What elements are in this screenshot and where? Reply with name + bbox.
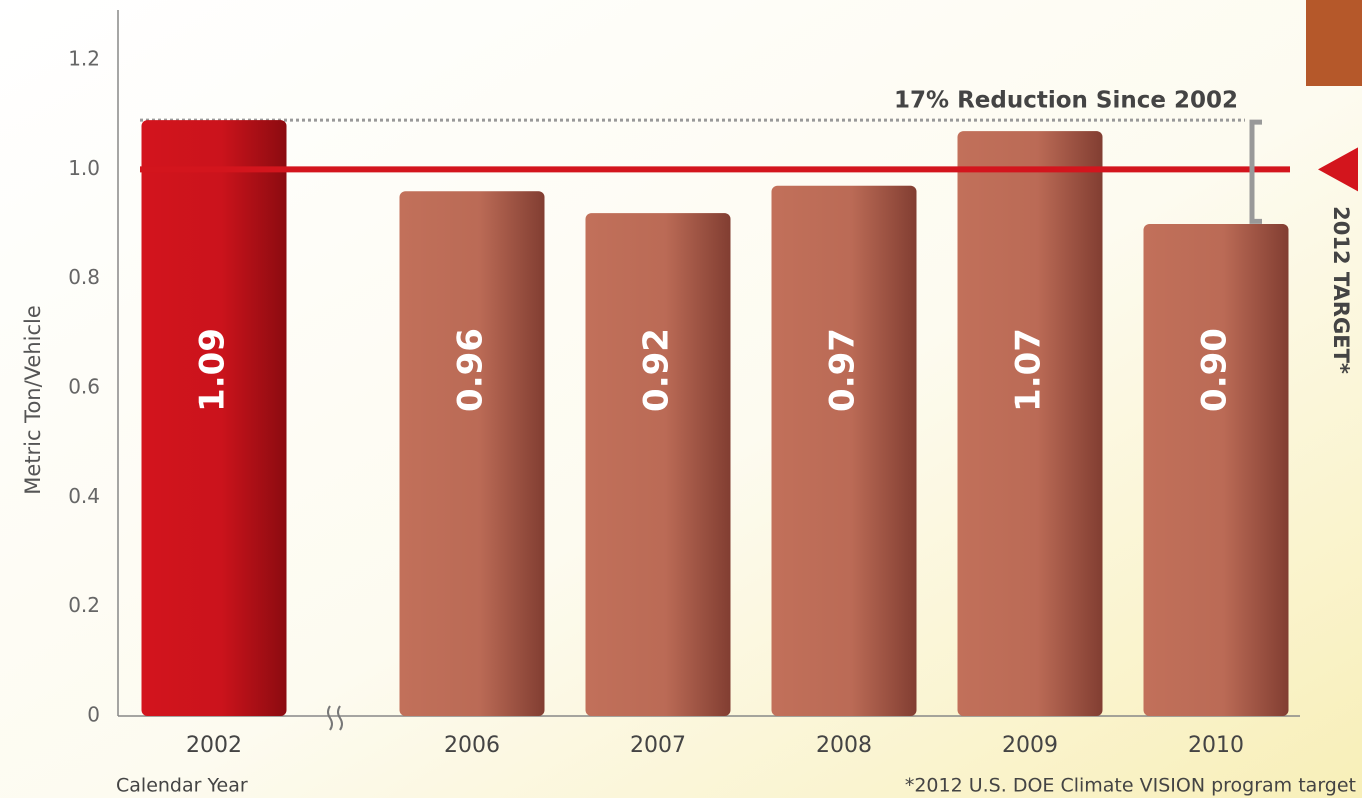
axis-break — [327, 705, 343, 731]
bar-shade — [957, 131, 1103, 717]
y-tick-label: 0.6 — [68, 375, 100, 399]
target-label: 2012 TARGET* — [1329, 206, 1353, 374]
x-axis-label: Calendar Year — [116, 775, 248, 797]
value-label: 0.90 — [1195, 328, 1235, 412]
x-tick-label: 2002 — [186, 733, 242, 758]
bar-shade — [771, 185, 917, 716]
x-tick-label: 2007 — [630, 733, 686, 758]
target-marker — [1318, 147, 1358, 192]
y-tick-label: 0.8 — [68, 265, 100, 289]
target-bracket — [1249, 119, 1262, 224]
y-tick-label: 0 — [87, 703, 100, 727]
value-label: 1.09 — [193, 328, 233, 412]
x-tick-label: 2009 — [1002, 733, 1058, 758]
x-tick-label: 2008 — [816, 733, 872, 758]
x-tick-label: 2010 — [1188, 733, 1244, 758]
bar-shade — [1143, 224, 1289, 716]
y-axis-label: Metric Ton/Vehicle — [21, 305, 45, 495]
y-tick-label: 1.0 — [68, 156, 100, 180]
value-label: 1.07 — [1009, 328, 1049, 412]
x-tick-label: 2006 — [444, 733, 500, 758]
footnote: *2012 U.S. DOE Climate VISION program ta… — [905, 775, 1356, 797]
bar-shade — [585, 213, 731, 717]
value-label: 0.96 — [451, 328, 491, 412]
corner-photo — [1306, 0, 1362, 86]
value-label: 0.92 — [637, 328, 677, 412]
y-tick-label: 0.2 — [68, 593, 100, 617]
bar-shade — [141, 120, 287, 717]
y-tick-label: 0.4 — [68, 484, 100, 508]
value-label: 0.97 — [823, 328, 863, 412]
bar-shade — [399, 191, 545, 716]
y-tick-label: 1.2 — [68, 47, 100, 71]
reference-label: 17% Reduction Since 2002 — [894, 88, 1238, 114]
